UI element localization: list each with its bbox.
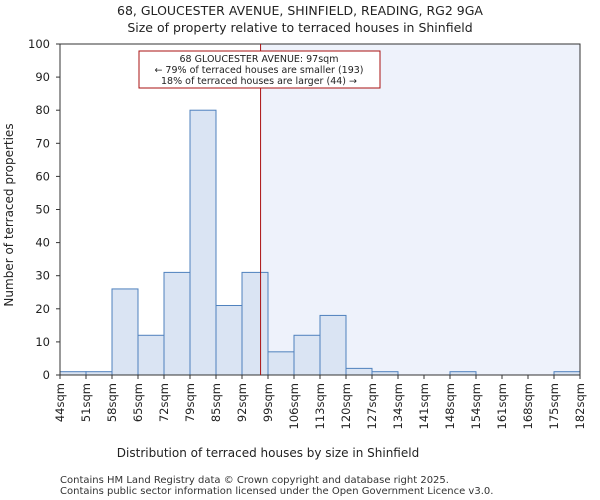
y-tick-label-60: 60 [35, 169, 50, 183]
annotation-line-2: ← 79% of terraced houses are smaller (19… [154, 65, 363, 76]
x-tick-label-141sqm: 141sqm [417, 383, 431, 429]
footer-line-2: Contains public sector information licen… [60, 486, 493, 497]
x-tick-label-51sqm: 51sqm [79, 383, 93, 422]
bar-58sqm [111, 288, 139, 376]
x-tick-label-161sqm: 161sqm [495, 383, 509, 429]
x-tick-label-182sqm: 182sqm [573, 383, 587, 429]
x-tick-label-148sqm: 148sqm [443, 383, 457, 429]
bar-113sqm [319, 314, 347, 376]
chart-subtitle: Size of property relative to terraced ho… [127, 20, 472, 35]
y-tick-label-80: 80 [35, 103, 50, 117]
x-tick-label-175sqm: 175sqm [547, 383, 561, 429]
footer-line-1: Contains HM Land Registry data © Crown c… [60, 475, 449, 486]
x-axis-label: Distribution of terraced houses by size … [117, 446, 419, 460]
highlight-region [260, 44, 580, 375]
x-ticks: 44sqm 51sqm 58sqm 65sqm 72sqm 79sqm 85sqm 92sqm… [53, 375, 587, 429]
bar-79sqm [189, 109, 217, 376]
bar-72sqm [163, 271, 191, 376]
x-tick-label-154sqm: 154sqm [469, 383, 483, 429]
bar-99sqm [267, 351, 295, 376]
bar-92sqm [241, 271, 269, 376]
y-tick-label-90: 90 [35, 70, 50, 84]
y-tick-label-30: 30 [35, 269, 50, 283]
x-tick-label-120sqm: 120sqm [339, 383, 353, 429]
x-tick-label-106sqm: 106sqm [287, 383, 301, 429]
x-tick-label-65sqm: 65sqm [131, 383, 145, 422]
y-tick-label-0: 0 [43, 368, 50, 382]
y-tick-label-40: 40 [35, 236, 50, 250]
chart-title: 68, GLOUCESTER AVENUE, SHINFIELD, READIN… [117, 3, 483, 18]
x-tick-label-168sqm: 168sqm [521, 383, 535, 429]
bar-120sqm [345, 367, 373, 376]
y-tick-label-10: 10 [35, 335, 50, 349]
bar-85sqm [215, 304, 243, 376]
x-tick-label-92sqm: 92sqm [235, 383, 249, 422]
x-tick-label-79sqm: 79sqm [183, 383, 197, 422]
y-tick-label-100: 100 [28, 37, 50, 51]
x-tick-label-99sqm: 99sqm [261, 383, 275, 422]
x-tick-label-85sqm: 85sqm [209, 383, 223, 422]
annotation-line-1: 68 GLOUCESTER AVENUE: 97sqm [180, 54, 339, 65]
x-tick-label-134sqm: 134sqm [391, 383, 405, 429]
annotation-line-3: 18% of terraced houses are larger (44) → [161, 76, 357, 87]
y-tick-label-20: 20 [35, 302, 50, 316]
x-tick-label-113sqm: 113sqm [313, 383, 327, 429]
bar-65sqm [137, 334, 165, 376]
y-axis-label: Number of terraced properties [2, 123, 16, 306]
x-tick-label-127sqm: 127sqm [365, 383, 379, 429]
y-tick-label-70: 70 [35, 136, 50, 150]
annotation-box: 68 GLOUCESTER AVENUE: 97sqm ← 79% of ter… [138, 50, 381, 89]
x-tick-label-72sqm: 72sqm [157, 383, 171, 422]
y-tick-label-50: 50 [35, 203, 50, 217]
y-ticks: 0 10 20 30 40 50 60 70 80 90 100 [28, 37, 60, 382]
bars [59, 109, 581, 376]
x-tick-label-58sqm: 58sqm [105, 383, 119, 422]
bar-106sqm [293, 334, 321, 376]
plot-frame [59, 43, 581, 376]
x-tick-label-44sqm: 44sqm [53, 383, 67, 422]
